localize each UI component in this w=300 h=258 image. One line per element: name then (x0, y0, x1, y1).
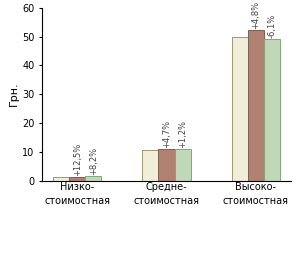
Bar (142, 150, 158, 181)
Y-axis label: Грн.: Грн. (9, 82, 19, 107)
Text: +4,8%: +4,8% (251, 1, 260, 29)
Text: +8,2%: +8,2% (89, 147, 98, 175)
Text: +4,7%: +4,7% (162, 120, 171, 148)
Bar (248, 30, 264, 181)
Bar (158, 149, 175, 181)
Text: стоимостная: стоимостная (44, 196, 110, 206)
Text: +12,5%: +12,5% (73, 142, 82, 176)
Bar (69, 176, 85, 181)
Bar (85, 176, 101, 181)
Bar (232, 37, 247, 181)
Text: -6,1%: -6,1% (267, 14, 276, 38)
Text: стоимостная: стоимостная (223, 196, 289, 206)
Text: +1,2%: +1,2% (178, 120, 187, 148)
Bar (264, 39, 280, 181)
Text: стоимостная: стоимостная (134, 196, 200, 206)
Bar (175, 149, 190, 181)
Bar (53, 178, 69, 181)
